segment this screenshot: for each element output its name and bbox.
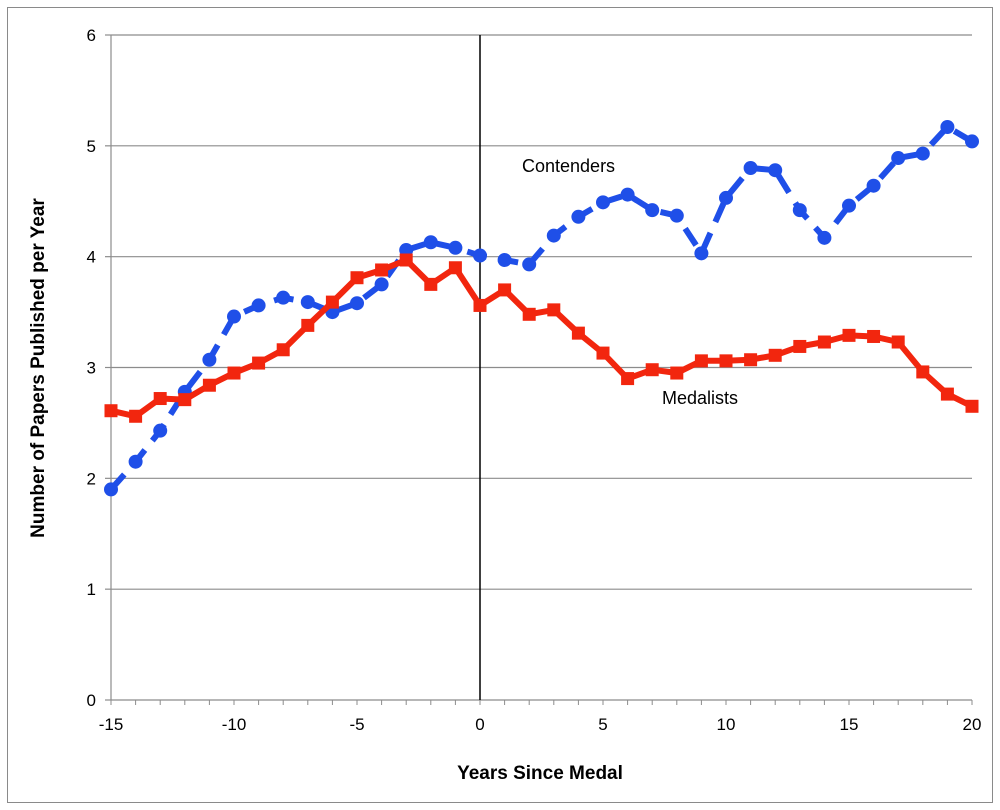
contenders-point — [694, 246, 709, 261]
contenders-point — [251, 298, 266, 313]
medalists-point — [719, 354, 733, 368]
contenders-point — [128, 454, 143, 469]
contenders-point — [669, 208, 684, 223]
contenders-point — [350, 296, 364, 311]
contenders-point — [596, 195, 610, 210]
x-tick-labels: -15 -10 -5 0 5 10 15 20 — [99, 715, 982, 734]
contenders-point — [891, 151, 906, 166]
medalists-point — [842, 328, 856, 342]
y-tick-label: 0 — [87, 691, 96, 710]
medalists-point — [375, 263, 389, 277]
contenders-point — [842, 198, 856, 213]
medalists-point — [104, 404, 118, 418]
y-tick-label: 6 — [87, 26, 96, 45]
contenders-point — [965, 134, 979, 149]
medalists-point — [940, 387, 954, 401]
contenders-point — [202, 352, 217, 367]
contenders-point — [792, 203, 807, 218]
medalists-point — [301, 318, 315, 332]
medalists-point — [153, 392, 167, 406]
contenders-point — [522, 257, 537, 272]
medalists-point — [817, 335, 831, 349]
medalists-point — [129, 409, 143, 423]
series-layer — [104, 119, 979, 497]
x-axis-title: Years Since Medal — [457, 763, 623, 784]
medalists-point — [252, 356, 266, 370]
medalists-point — [571, 326, 585, 340]
medalists-point — [596, 346, 610, 360]
medalists-point — [547, 303, 561, 317]
medalists-point — [645, 363, 659, 377]
contenders-point — [227, 309, 241, 324]
contenders-point — [276, 290, 291, 305]
contenders-point — [300, 295, 315, 310]
contenders-point — [473, 248, 487, 263]
contenders-annotation: Contenders — [522, 156, 615, 176]
chart-frame — [7, 7, 993, 803]
contenders-point — [448, 240, 463, 255]
medalists-point — [621, 372, 635, 386]
y-tick-labels: 0 1 2 3 4 5 6 — [87, 26, 96, 710]
contenders-point — [645, 203, 660, 218]
series-line-contenders — [108, 124, 974, 492]
medalists-point — [694, 354, 708, 368]
y-tick-label: 2 — [87, 469, 96, 488]
y-tick-label: 1 — [87, 580, 96, 599]
medalists-point — [424, 277, 438, 291]
contenders-point — [423, 235, 438, 250]
medalists-point — [473, 298, 487, 312]
medalists-point — [768, 348, 782, 362]
contenders-point — [866, 178, 881, 193]
x-tick-label: 10 — [717, 715, 736, 734]
medalists-point — [325, 295, 339, 309]
medalists-point — [448, 261, 462, 275]
y-tick-label: 5 — [87, 137, 96, 156]
medalists-point — [498, 283, 512, 297]
medalists-point — [891, 335, 905, 349]
x-tick-label: -10 — [222, 715, 247, 734]
contenders-point — [374, 277, 389, 292]
medalists-point — [399, 253, 413, 267]
x-tick-label: -5 — [349, 715, 364, 734]
contenders-point — [743, 161, 758, 175]
x-tick-label: 5 — [598, 715, 607, 734]
axes — [105, 34, 973, 705]
medalists-point — [227, 366, 241, 380]
y-tick-label: 3 — [87, 359, 96, 378]
y-axis-title: Number of Papers Published per Year — [28, 198, 49, 538]
contenders-point — [546, 228, 561, 243]
x-tick-label: -15 — [99, 715, 124, 734]
contenders-point — [153, 423, 168, 438]
y-tick-label: 4 — [87, 248, 96, 267]
medalists-point — [965, 399, 979, 413]
x-tick-label: 15 — [840, 715, 859, 734]
x-tick-label: 20 — [963, 715, 982, 734]
medalists-point — [202, 378, 216, 392]
x-tick-label: 0 — [475, 715, 484, 734]
contenders-point — [104, 482, 118, 497]
medalists-point — [793, 339, 807, 353]
contenders-point — [915, 146, 930, 161]
contenders-point — [571, 209, 586, 224]
medalists-point — [916, 365, 930, 379]
contenders-point — [817, 230, 832, 245]
medalists-point — [867, 329, 881, 343]
contenders-point — [497, 252, 512, 267]
medalists-point — [744, 353, 758, 367]
contenders-point — [719, 190, 733, 205]
medalists-point — [350, 271, 364, 285]
medalists-point — [178, 393, 192, 407]
medalists-point — [522, 307, 536, 321]
contenders-point — [940, 119, 955, 134]
medalists-annotation: Medalists — [662, 388, 738, 408]
contenders-point — [620, 187, 635, 202]
medalists-point — [670, 366, 684, 380]
medalists-point — [276, 343, 290, 357]
contenders-point — [768, 163, 783, 178]
